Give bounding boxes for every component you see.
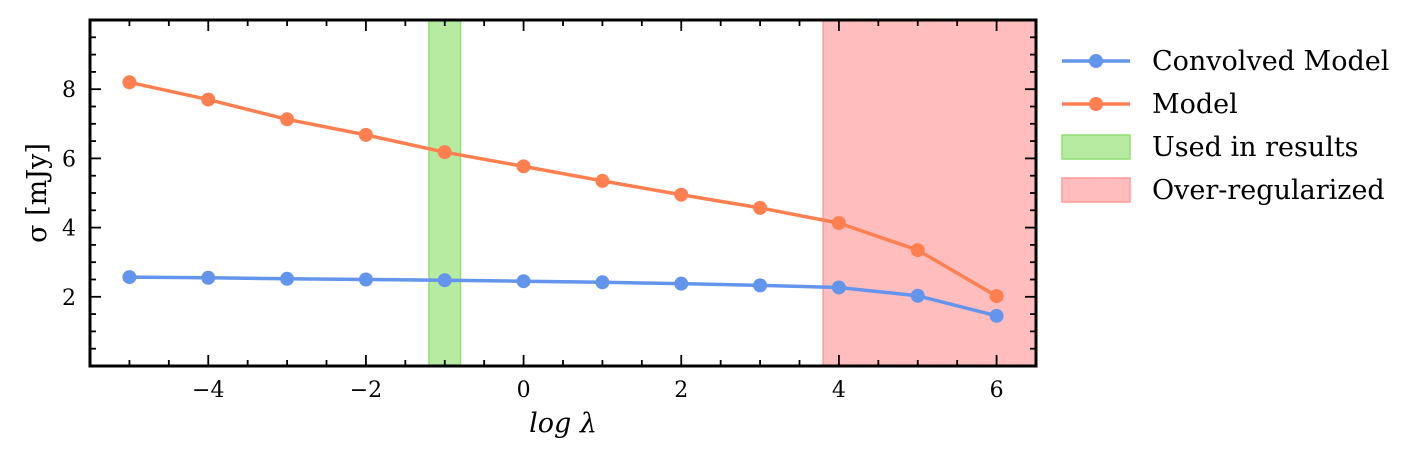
- point-2-10: [831, 216, 846, 231]
- y-tick-label: 8: [62, 78, 76, 103]
- point-1-11: [910, 288, 925, 303]
- y-tick-label: 4: [62, 217, 76, 242]
- point-1-12: [989, 308, 1004, 323]
- x-tick-labels: −4 −2 0 2 4 6: [192, 378, 1004, 403]
- region-2: [822, 19, 1037, 367]
- point-1-2: [201, 270, 216, 285]
- point-1-7: [595, 275, 610, 290]
- region-1: [428, 19, 462, 367]
- point-1-3: [280, 271, 295, 286]
- point-1-10: [831, 280, 846, 295]
- legend: Convolved Model Model Used in results Over-…: [1061, 46, 1389, 206]
- x-tick-label: 6: [990, 378, 1004, 403]
- point-2-1: [122, 75, 137, 90]
- point-1-6: [516, 274, 531, 289]
- y-axis-label: σ [mJy]: [22, 143, 53, 243]
- point-1-8: [674, 276, 689, 291]
- x-tick-label: −4: [192, 378, 224, 403]
- x-tick-label: −2: [350, 378, 382, 403]
- point-2-3: [280, 112, 295, 127]
- point-2-7: [595, 173, 610, 188]
- point-1-4: [358, 272, 373, 287]
- x-tick-label: 4: [832, 378, 846, 403]
- legend-swatch-2: [1061, 177, 1131, 203]
- y-tick-label: 2: [62, 286, 76, 311]
- legend-swatch-1: [1061, 134, 1131, 160]
- point-2-9: [753, 200, 768, 215]
- point-1-9: [753, 278, 768, 293]
- shaded-regions: [428, 19, 1037, 367]
- legend-label: Used in results: [1152, 132, 1359, 163]
- legend-marker-1: [1089, 54, 1103, 68]
- y-tick-label: 6: [62, 147, 76, 172]
- x-tick-label: 0: [517, 378, 531, 403]
- point-2-8: [674, 187, 689, 202]
- point-1-5: [437, 273, 452, 288]
- legend-label: Model: [1152, 89, 1238, 120]
- legend-label: Over-regularized: [1152, 175, 1385, 206]
- y-tick-labels: 2 4 6 8: [62, 78, 76, 311]
- series-group: [122, 75, 1004, 323]
- point-2-4: [358, 127, 373, 142]
- point-2-2: [201, 92, 216, 107]
- point-1-1: [122, 270, 137, 285]
- series-line-2: [129, 80, 998, 298]
- x-axis-label: log λ: [529, 408, 597, 439]
- point-2-5: [437, 145, 452, 160]
- x-tick-label: 2: [674, 378, 688, 403]
- legend-marker-2: [1089, 97, 1103, 111]
- point-2-12: [989, 289, 1004, 304]
- series-line-1: [129, 275, 998, 318]
- point-2-11: [910, 243, 925, 258]
- legend-label: Convolved Model: [1152, 46, 1389, 77]
- plot-frame: [88, 18, 1038, 368]
- point-2-6: [516, 159, 531, 174]
